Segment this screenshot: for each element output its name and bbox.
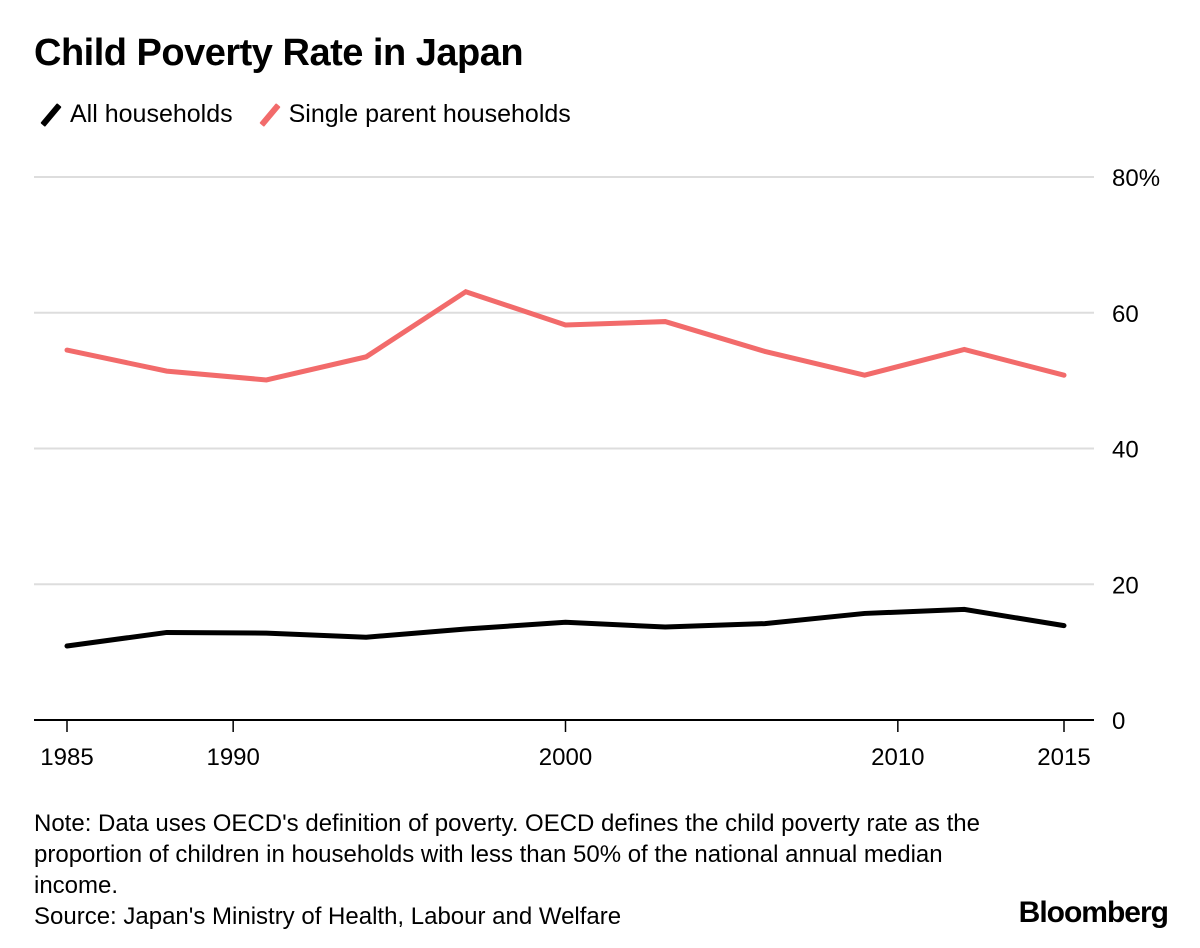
chart-title: Child Poverty Rate in Japan [34,32,524,74]
x-tick-label: 2015 [1037,744,1090,771]
series-line-all-households [64,606,1067,649]
legend: All households Single parent households [40,100,605,129]
footnote: Note: Data uses OECD's definition of pov… [34,808,994,932]
legend-label-all-households: All households [70,100,233,128]
line-chart: 0 20 40 60 80% 1985 1990 2000 2010 2015 [34,165,1160,771]
legend-item-all-households: All households [40,100,233,129]
note-text: Note: Data uses OECD's definition of pov… [34,810,980,899]
legend-item-single-parent: Single parent households [258,100,571,129]
legend-label-single-parent: Single parent households [288,100,571,128]
x-tick-label: 1990 [206,744,259,771]
y-tick-label: 0 [1112,708,1125,735]
x-tick-label: 2000 [539,744,592,771]
y-tick-label: 20 [1112,572,1139,599]
y-tick-label: 80% [1112,165,1160,192]
y-tick-label: 60 [1112,301,1139,328]
y-tick-label: 40 [1112,437,1139,464]
series-line-single-parent [64,288,1067,383]
x-tick-label: 2010 [871,744,924,771]
bloomberg-logo: Bloomberg [1018,896,1169,929]
x-tick-label: 1985 [40,744,93,771]
source-text: Source: Japan's Ministry of Health, Labo… [34,903,622,930]
